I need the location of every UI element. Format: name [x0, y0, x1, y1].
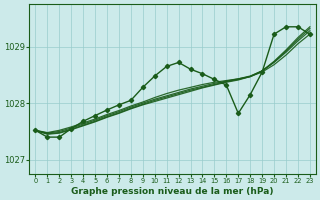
X-axis label: Graphe pression niveau de la mer (hPa): Graphe pression niveau de la mer (hPa)	[71, 187, 274, 196]
